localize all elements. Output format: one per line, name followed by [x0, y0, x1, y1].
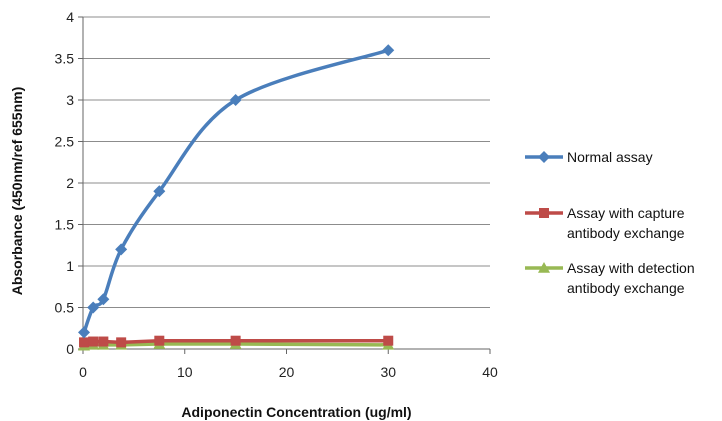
series-2: [79, 335, 394, 348]
gridlines: [83, 16, 490, 308]
legend-label: Assay with capture: [567, 205, 685, 221]
data-point: [116, 337, 127, 348]
data-point: [98, 336, 109, 347]
legend-marker: [538, 262, 550, 273]
x-tick-label: 10: [177, 364, 193, 380]
x-tick-label: 30: [380, 364, 396, 380]
legend-label: Assay with detection: [567, 260, 695, 276]
y-tick-label: 1.5: [55, 217, 75, 233]
data-point: [153, 185, 166, 198]
data-point: [382, 44, 395, 57]
axes: [78, 16, 491, 354]
legend-item-1: Normal assay: [525, 149, 653, 165]
x-tick-label: 40: [482, 364, 498, 380]
x-tick-label: 20: [279, 364, 295, 380]
data-series: [78, 44, 395, 351]
legend-item-2: Assay with capture antibody exchange: [525, 205, 685, 241]
y-tick-label: 4: [66, 9, 74, 25]
y-tick-label: 2: [66, 175, 74, 191]
legend-label: antibody exchange: [567, 225, 685, 241]
legend-label: Normal assay: [567, 149, 653, 165]
y-tick-label: 1: [66, 258, 74, 274]
data-point: [383, 335, 394, 346]
legend-item-3: Assay with detection antibody exchange: [525, 260, 695, 296]
series-1: [78, 44, 395, 339]
data-point: [154, 335, 165, 346]
data-point: [97, 293, 110, 306]
x-axis-title: Adiponectin Concentration (ug/ml): [181, 404, 411, 420]
data-point: [88, 336, 99, 347]
y-tick-label: 3: [66, 92, 74, 108]
x-tick-label: 0: [79, 364, 87, 380]
y-tick-label: 0.5: [55, 300, 75, 316]
data-point: [230, 335, 241, 346]
data-point: [229, 94, 242, 106]
series-line: [82, 48, 389, 334]
data-point: [79, 337, 90, 348]
legend: Normal assay Assay with capture antibody e…: [525, 149, 695, 296]
tick-labels: 00.511.522.533.540 10 20 30 40: [55, 9, 498, 380]
y-tick-label: 3.5: [55, 51, 75, 67]
y-tick-label: 0: [66, 341, 74, 357]
data-point: [78, 326, 91, 339]
y-tick-label: 2.5: [55, 134, 75, 150]
legend-label: antibody exchange: [567, 280, 685, 296]
legend-marker: [538, 151, 550, 163]
data-point: [115, 243, 128, 256]
data-point: [87, 301, 100, 314]
y-axis-title: Absorbance (450nm/ref 655nm): [9, 87, 25, 296]
legend-marker: [539, 208, 549, 218]
